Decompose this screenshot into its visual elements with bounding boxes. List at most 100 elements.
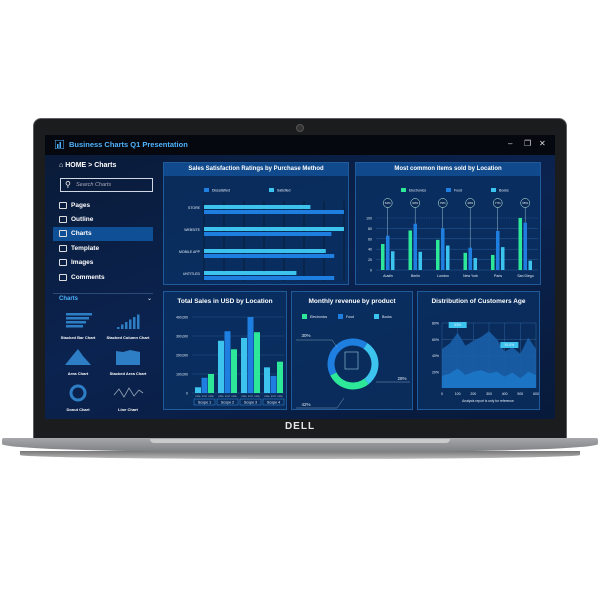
y-tick-label: 80% [432,322,439,326]
bar-food [386,235,390,270]
callout-box [500,342,519,348]
app-chart-icon [55,140,64,149]
annotation-bubble [437,198,448,208]
rect [133,317,136,329]
rect [129,319,132,329]
annotation-label: 64% [385,201,391,205]
x-tick-label: 0 [441,392,443,396]
image-icon [59,259,67,266]
sub-label: FY17 [225,396,231,398]
chart-type-donut-chart[interactable]: Donut Chart [53,379,103,414]
chart-type-stacked-column-chart[interactable]: Stacked Column Chart [103,307,153,342]
chart-type-stacked-bar-chart[interactable]: Stacked Bar Chart [53,307,103,342]
bar-books [473,258,477,270]
sidebar-item-images[interactable]: Images [53,256,153,270]
x-tick-label: London [437,274,449,278]
items-chart: Electronics Food Books 0 20 40 60 80 100 Austin 64… [366,188,538,278]
screen: Business Charts Q1 Presentation – ❐ ✕ ⌂ … [45,135,555,419]
sub-label: FY16 [219,396,225,398]
sidebar-item-comments[interactable]: Comments [53,271,153,285]
close-button[interactable]: ✕ [539,139,546,148]
legend-swatch [302,314,307,319]
sidebar-item-pages[interactable]: Pages [53,199,153,213]
rect [117,327,120,329]
sidebar-item-charts[interactable]: Charts [53,227,153,241]
donut-slice-books [363,342,379,385]
leader-line [296,339,338,348]
divider [53,293,153,294]
bar [208,374,214,393]
y-tick-label: 0 [186,392,188,396]
chart-type-label: Donut Chart [66,407,90,412]
sidebar-item-outline[interactable]: Outline [53,213,153,227]
bar-satisfied [204,205,311,209]
chart-type-area-chart[interactable]: Area Chart [53,343,103,378]
annotation-label: 40% [467,201,473,205]
legend-swatch [491,188,496,192]
y-tick-label: 200,000 [176,354,188,358]
legend-label: Books [499,189,509,193]
bar-food [441,228,445,270]
chart-type-label: Stacked Bar Chart [60,335,96,340]
panel-title: Sales Satisfaction Ratings by Purchase M… [164,163,348,176]
bar-books [391,251,395,270]
callout-box [448,322,467,328]
bar [264,367,270,393]
y-tick-label: 40 [368,248,372,252]
search-input[interactable]: ⚲ Search Charts [60,178,153,192]
scope-box [262,398,285,406]
legend-label: Dissatisfied [212,189,230,193]
charts-section-title: Charts [59,296,79,302]
x-tick-label: New York [463,274,478,278]
search-icon: ⚲ [65,180,71,189]
minimize-button[interactable]: – [508,139,513,148]
revenue-chart: Electronics Food Books 30% 28% 42% [296,314,410,409]
data-label-food: 42% [301,402,310,407]
x-tick-label: Berlin [411,274,420,278]
sub-label: FY16 [196,396,202,398]
template-icon [59,245,67,252]
search-placeholder: Search Charts [76,182,112,188]
annotation-label: 95% [522,201,528,205]
satisfaction-chart: Dissatisfied Satisfied STORE WEBSITE MOBILE … [179,188,345,281]
breadcrumb-home[interactable]: HOME [65,162,87,169]
scope-label: Scope 1 [198,401,211,405]
x-tick-label: 300 [486,392,492,396]
bar [254,332,260,393]
chart-type-label: Stacked Column Chart [106,335,150,340]
bar [218,340,224,393]
bar-electronics [491,254,495,270]
data-label-books: 30% [301,333,310,338]
bar [224,331,231,393]
sidebar-item-template[interactable]: Template [53,242,153,256]
y-tick-label: 20 [368,258,372,262]
annotation-bubble [520,198,530,208]
breadcrumb-separator: > [88,162,93,169]
chart-type-stacked-area-chart[interactable]: Stacked Area Chart [103,343,153,378]
annotation-bubble [465,198,475,208]
webcam [296,124,304,132]
chevron-down-icon[interactable]: ⌄ [147,296,153,302]
clipboard-icon [344,351,359,370]
scope-label: Scope 2 [221,401,234,405]
y-tick-label: 60 [368,237,372,241]
bar-dissatisfied [204,276,335,280]
legend-label: Food [346,315,354,319]
bar [195,387,201,393]
donut-chart-icon [69,384,87,402]
y-tick-label: 300,000 [176,335,188,339]
x-tick-label: 400 [502,392,508,396]
maximize-button[interactable]: ❐ [524,139,532,148]
bar-books [501,247,505,270]
stacked-area-chart-icon [116,350,140,365]
path [65,349,91,365]
outline-icon [59,216,67,223]
legend-swatch [204,188,209,192]
comment-icon [59,274,67,281]
nav-label: Charts [71,230,92,237]
chart-type-line-chart[interactable]: Line Chart [103,379,153,414]
satisfaction-panel: Sales Satisfaction Ratings by Purchase M… [163,162,349,285]
stacked-bar-chart-icon [66,313,92,328]
x-tick-label: 500 [517,392,523,396]
area-chart-icon [65,349,91,365]
